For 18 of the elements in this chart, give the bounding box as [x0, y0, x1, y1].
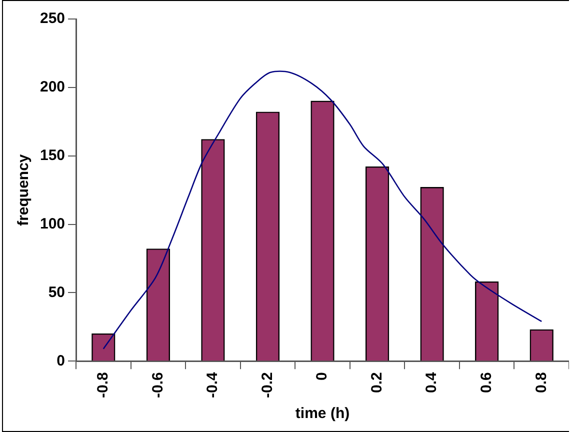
x-tick-label: -0.2	[258, 372, 276, 398]
x-tick-label: 0.2	[368, 372, 386, 394]
x-tick-label: -0.8	[94, 372, 112, 398]
x-tick-label: -0.4	[204, 372, 222, 398]
x-tick-label: 0	[314, 372, 331, 380]
y-tick-label: 100	[40, 215, 66, 232]
y-axis-title: frequency	[15, 154, 32, 226]
x-tick-label: 0.4	[423, 372, 440, 394]
y-tick-label: 250	[40, 10, 66, 28]
y-tick-label: 50	[48, 284, 66, 301]
y-tick-label: 200	[40, 78, 66, 96]
x-axis-title: time (h)	[295, 405, 350, 422]
x-tick-label: -0.6	[149, 372, 166, 398]
line-series	[102, 70, 542, 350]
x-tick-label: 0.6	[478, 372, 495, 394]
y-tick-label: 150	[40, 147, 66, 164]
y-tick-label: 0	[56, 352, 66, 370]
x-tick-label: 0.8	[532, 372, 550, 394]
